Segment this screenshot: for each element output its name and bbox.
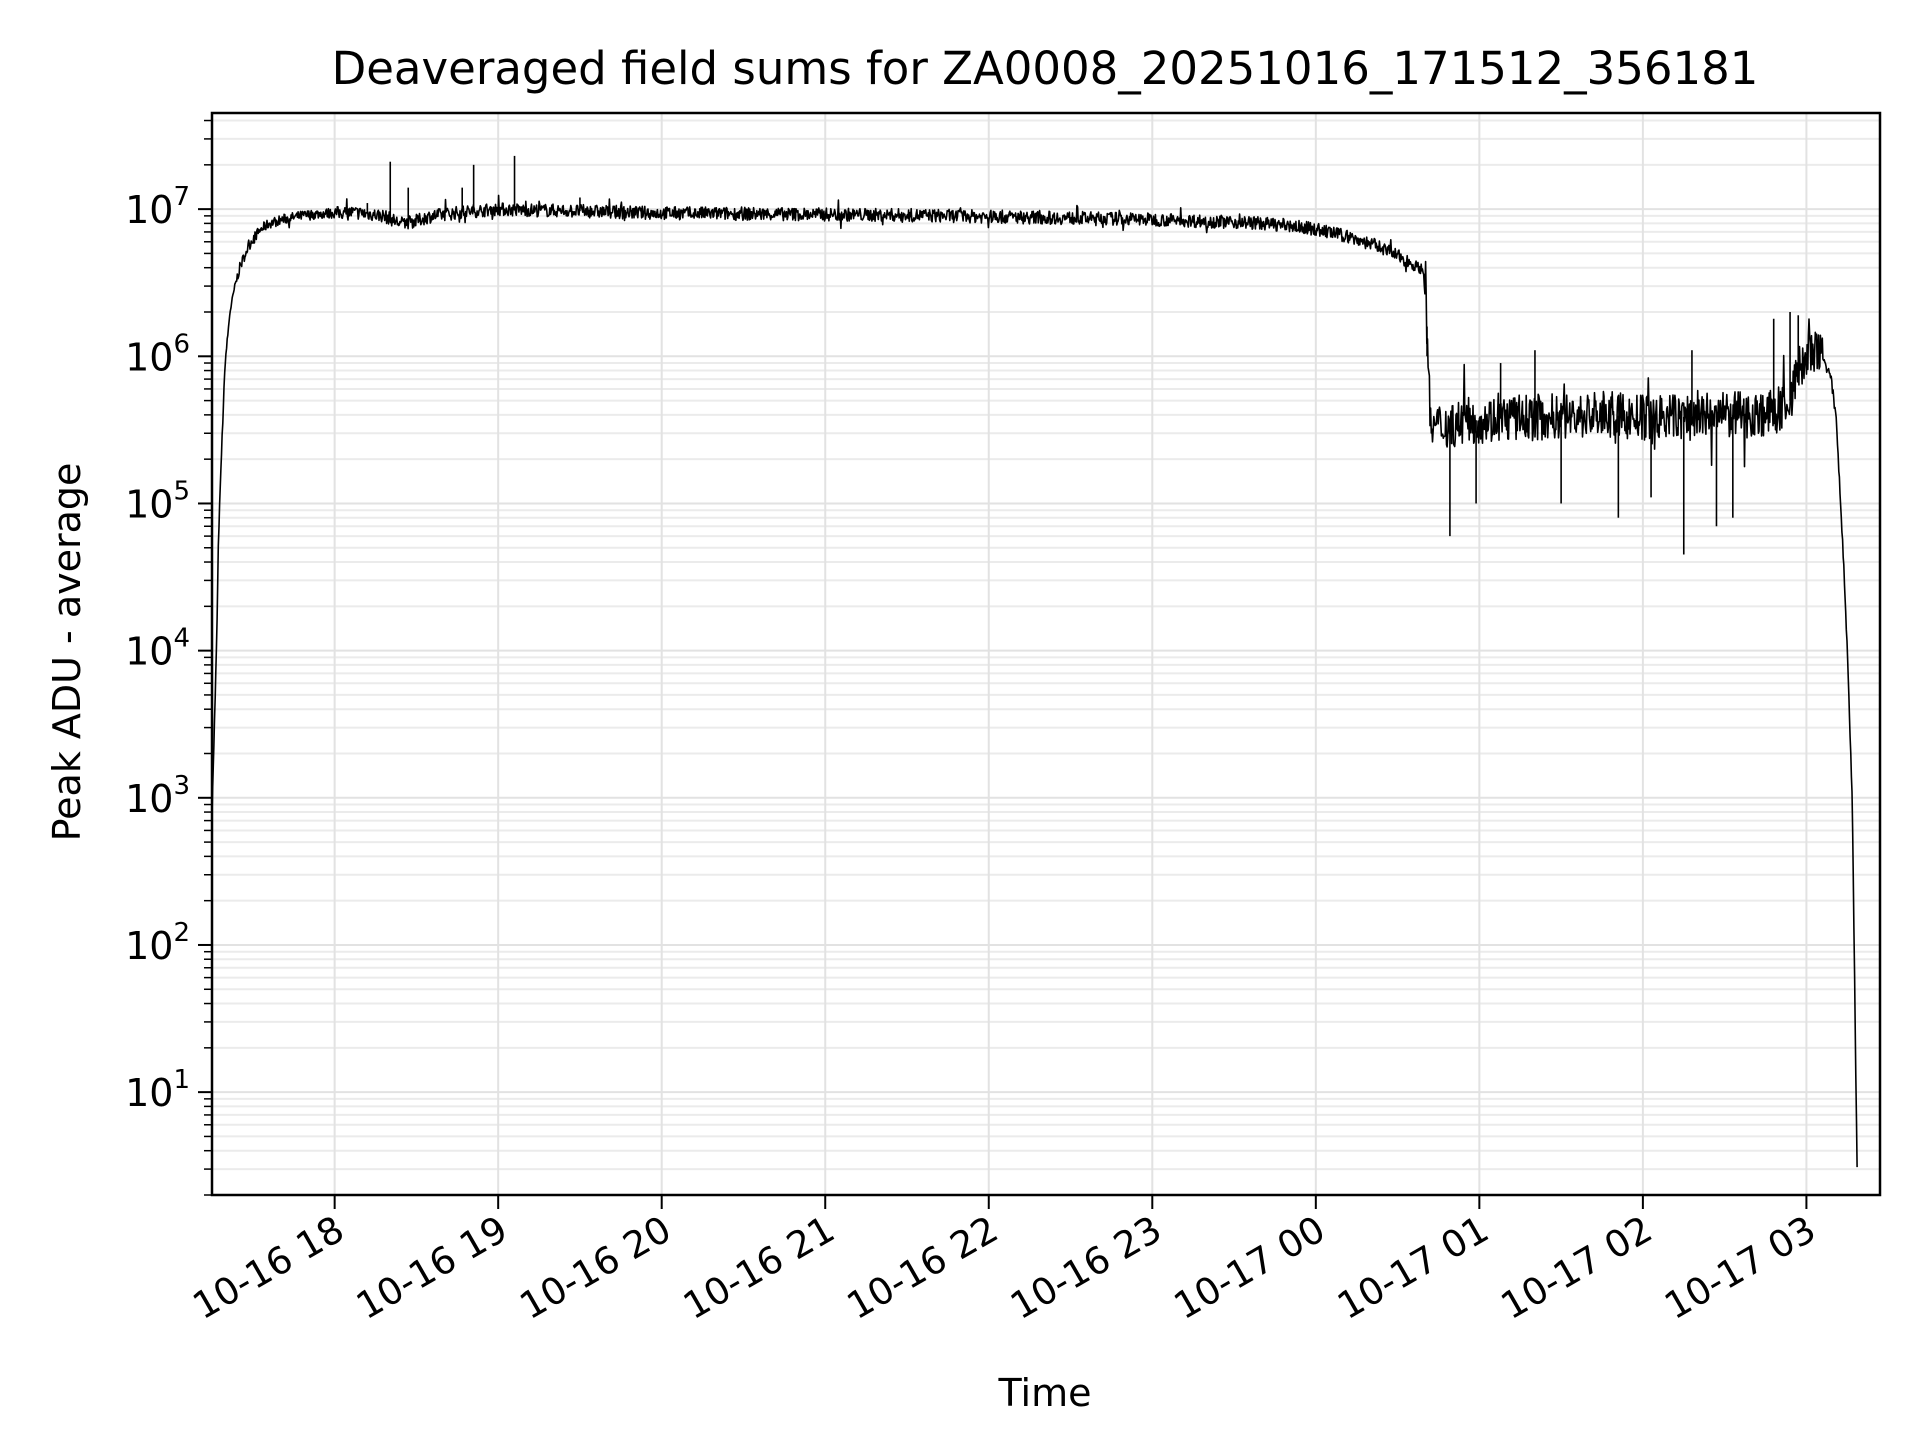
y-tick-label-exponent: 6 [173,329,190,359]
y-tick-label: 103 [125,771,190,821]
y-tick-label-base: 10 [125,335,173,379]
series-line [211,194,1858,1195]
series-layer [211,155,1858,1195]
y-tick-label: 104 [125,624,190,674]
grid-layer [212,113,1880,1196]
y-tick-label-exponent: 1 [173,1065,190,1095]
y-tick-label-exponent: 5 [173,476,190,506]
x-axis-label: Time [998,1371,1092,1415]
y-tick-label: 105 [125,476,190,526]
y-tick-label: 101 [125,1065,190,1115]
y-tick-label-base: 10 [125,482,173,526]
y-tick-label: 102 [125,918,190,968]
y-tick-label: 106 [125,329,190,379]
y-axis-label: Peak ADU - average [45,463,89,842]
y-tick-label-base: 10 [125,188,173,232]
y-tick-label-exponent: 2 [173,918,190,948]
y-tick-label-exponent: 4 [173,624,190,654]
y-tick-label: 107 [125,182,190,232]
y-tick-label-base: 10 [125,777,173,821]
y-tick-label-base: 10 [125,924,173,968]
y-tick-label-exponent: 7 [173,182,190,212]
y-tick-label-base: 10 [125,630,173,674]
y-tick-label-exponent: 3 [173,771,190,801]
y-tick-label-base: 10 [125,1071,173,1115]
chart-title: Deaveraged field sums for ZA0008_2025101… [332,42,1759,95]
plot-frame [210,111,1882,1197]
